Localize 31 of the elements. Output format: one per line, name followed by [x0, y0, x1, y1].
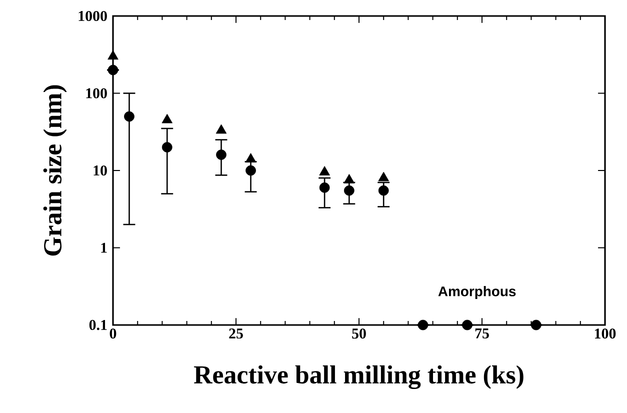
point — [378, 185, 389, 196]
point — [108, 50, 118, 60]
point — [216, 150, 226, 160]
x-tick-label: 100 — [595, 328, 616, 339]
x-axis-title: Reactive ball milling time (ks) — [194, 365, 524, 390]
y-tick-label: 0.1 — [89, 320, 107, 330]
point — [344, 185, 354, 196]
point — [462, 320, 472, 330]
point — [216, 124, 227, 134]
point — [246, 165, 256, 176]
point — [530, 320, 542, 330]
point — [418, 320, 428, 330]
y-tick-label: 10 — [94, 165, 107, 176]
point — [108, 64, 118, 76]
point — [245, 153, 256, 162]
y-tick-label: 1 — [101, 242, 107, 253]
point — [378, 172, 389, 182]
point — [162, 114, 172, 124]
point — [319, 166, 330, 176]
x-tick-label: 0 — [110, 328, 116, 339]
point — [319, 182, 330, 193]
y-axis-title: Grain size (nm) — [43, 85, 67, 256]
point — [344, 174, 355, 184]
x-tick-label: 75 — [475, 328, 489, 338]
x-tick-label: 25 — [229, 328, 243, 339]
y-tick-label: 1000 — [78, 10, 107, 22]
annotation: Amorphous — [438, 286, 516, 300]
y-tick-label: 100 — [86, 88, 107, 98]
x-tick-label: 50 — [352, 328, 366, 339]
point — [124, 111, 134, 122]
point — [162, 142, 172, 152]
